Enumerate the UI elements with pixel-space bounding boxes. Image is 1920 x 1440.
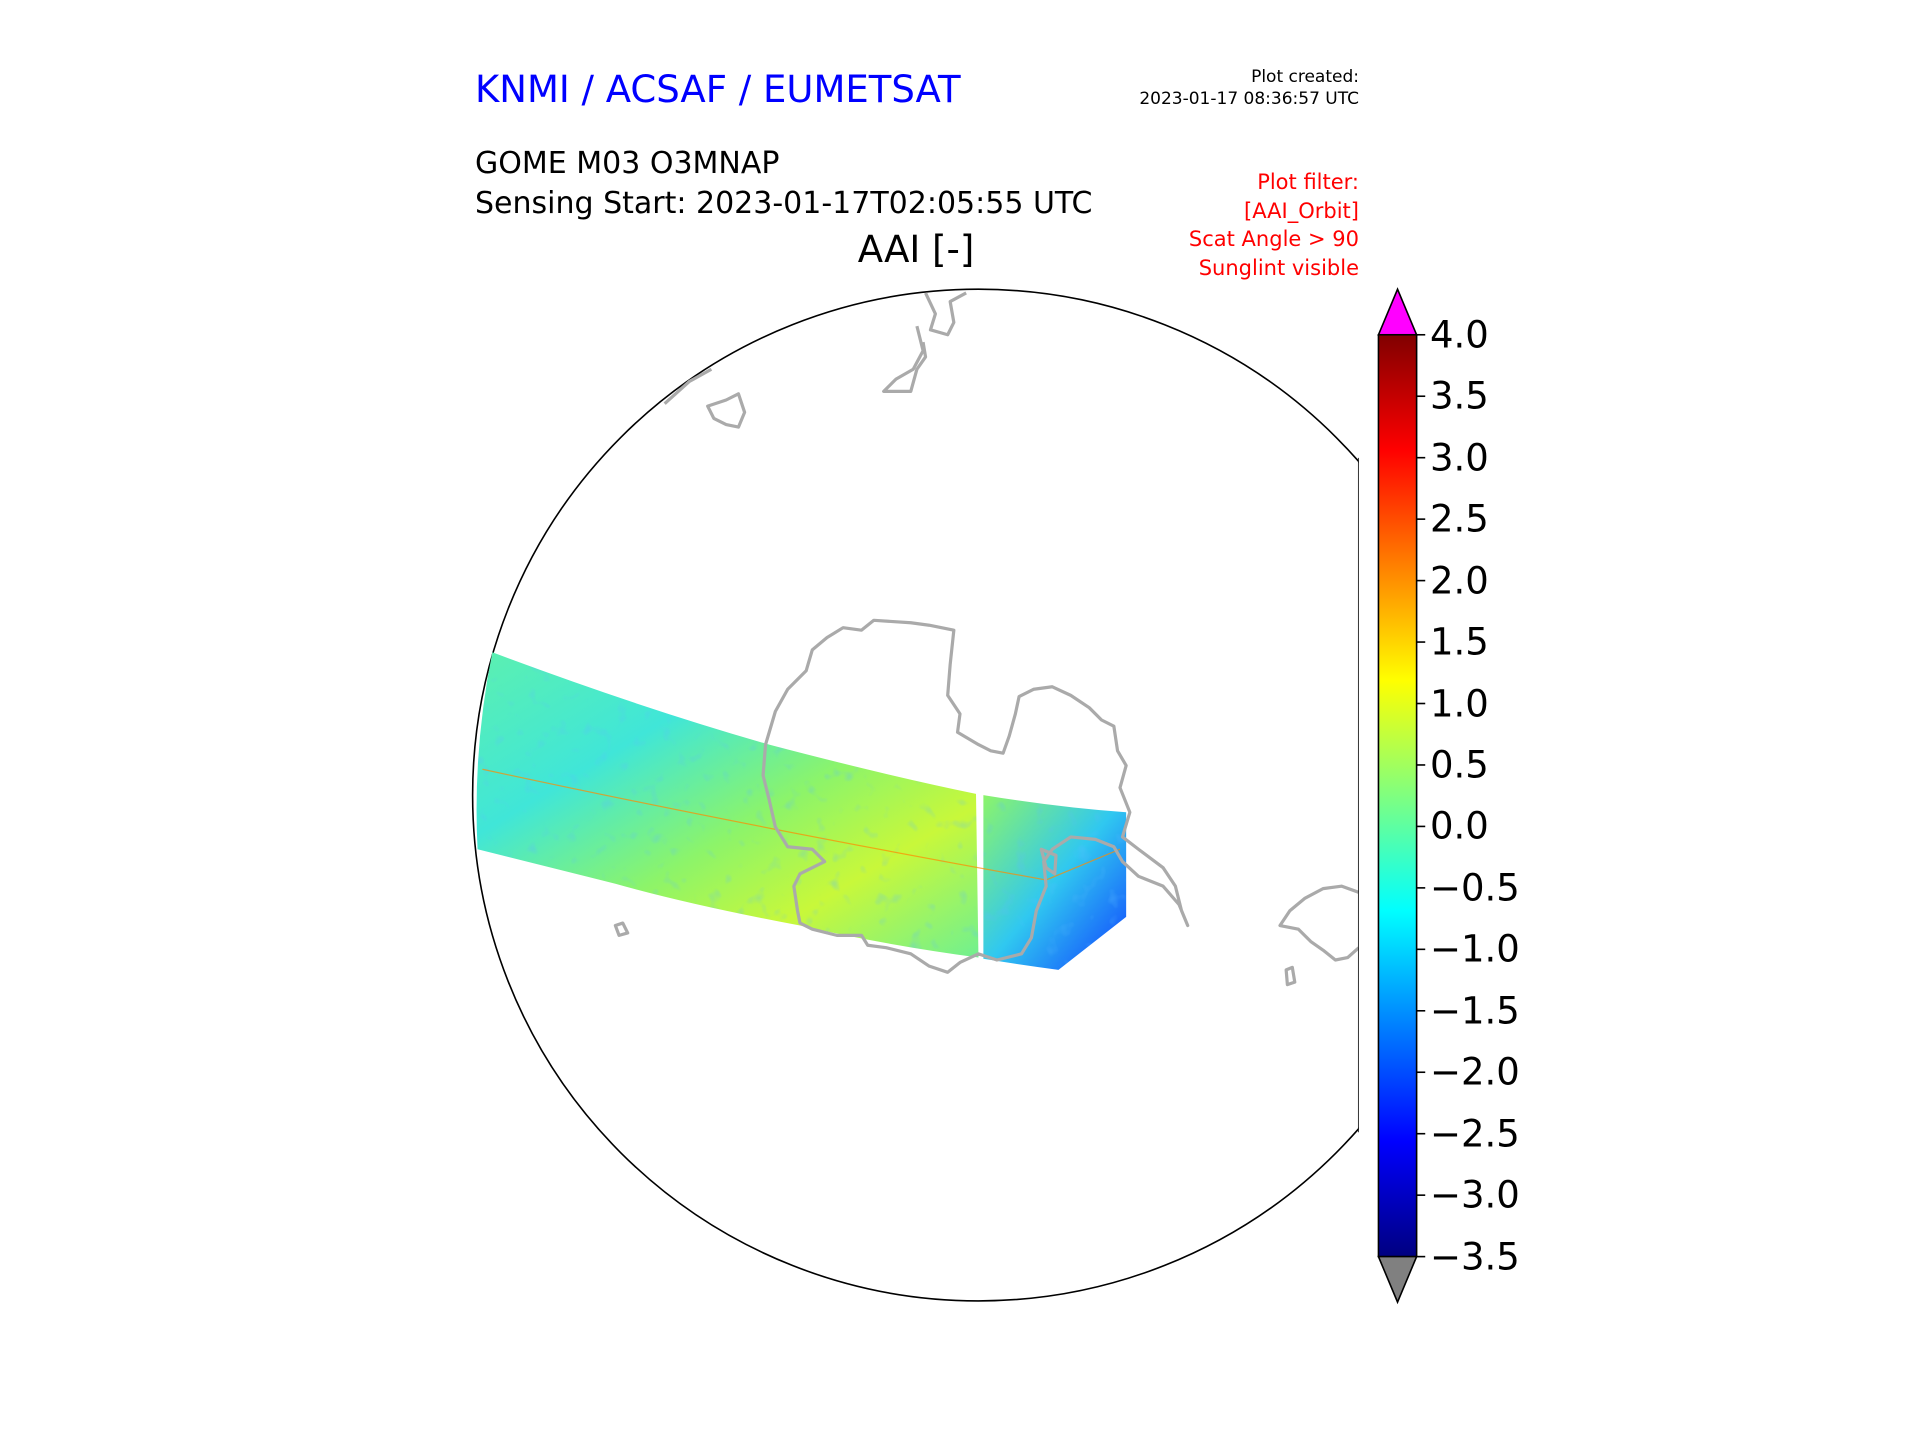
coastline-australia-edge [663, 367, 713, 405]
colorbar-tick-label: 3.0 [1430, 436, 1489, 480]
plot-created-label: Plot created: [1251, 67, 1359, 87]
plot-created-time: 2023-01-17 08:36:57 UTC [1139, 89, 1359, 109]
colorbar-gradient [1377, 333, 1418, 1258]
coastline-island-west [613, 921, 630, 937]
coastlines [613, 291, 1359, 987]
colorbar-tick-label: −1.0 [1430, 927, 1520, 971]
filter-line: Plot filter: [1257, 170, 1359, 194]
colorbar-tick-label: 0.0 [1430, 804, 1489, 848]
swath-noise [476, 652, 1127, 970]
colorbar-tick-label: −3.0 [1430, 1173, 1520, 1217]
colorbar-tick-label: −2.5 [1430, 1112, 1520, 1156]
filter-line: [AAI_Orbit] [1244, 198, 1359, 223]
colorbar-tick-label: 4.0 [1430, 313, 1489, 357]
plot-filter: Plot filter: [AAI_Orbit] Scat Angle > 90… [1189, 168, 1359, 282]
coastline-south-america [1278, 884, 1359, 962]
variable-title: AAI [-] [857, 228, 975, 271]
colorbar-tick-label: 2.5 [1430, 497, 1489, 541]
colorbar-tick-label: −0.5 [1430, 866, 1520, 910]
filter-line: Sunglint visible [1198, 255, 1359, 280]
colorbar-tick-label: 1.0 [1430, 682, 1489, 725]
coastline-island-east [1039, 847, 1058, 876]
colorbar-tick-label: 1.5 [1430, 620, 1489, 664]
coastline-new-zealand-south [882, 325, 928, 393]
swath-stripe [482, 768, 1121, 881]
coastline-tasmania [706, 392, 747, 429]
colorbar-under-extension [1377, 1255, 1418, 1305]
colorbar-tick-label: 3.5 [1430, 374, 1489, 418]
sensing-start: Sensing Start: 2023-01-17T02:05:55 UTC [475, 186, 1093, 221]
filter-line: Scat Angle > 90 [1188, 227, 1359, 251]
colorbar-tick-label: −1.5 [1430, 989, 1520, 1033]
colorbar-tick-label: −2.0 [1430, 1050, 1520, 1094]
colorbar-tick-label: −3.5 [1430, 1235, 1520, 1279]
coastline-falklands [1284, 965, 1297, 987]
organization-title: KNMI / ACSAF / EUMETSAT [475, 68, 961, 111]
product-title: GOME M03 O3MNAP [475, 146, 780, 181]
plot-created: Plot created: 2023-01-17 08:36:57 UTC [1139, 66, 1359, 110]
coastline-new-zealand-north [924, 291, 967, 337]
coastline-antarctica [761, 618, 1190, 974]
colorbar-over-extension [1377, 287, 1418, 336]
colorbar-tick-label: 0.5 [1430, 743, 1489, 787]
colorbar [1377, 287, 1426, 1305]
colorbar-tick-label: 2.0 [1430, 559, 1489, 603]
